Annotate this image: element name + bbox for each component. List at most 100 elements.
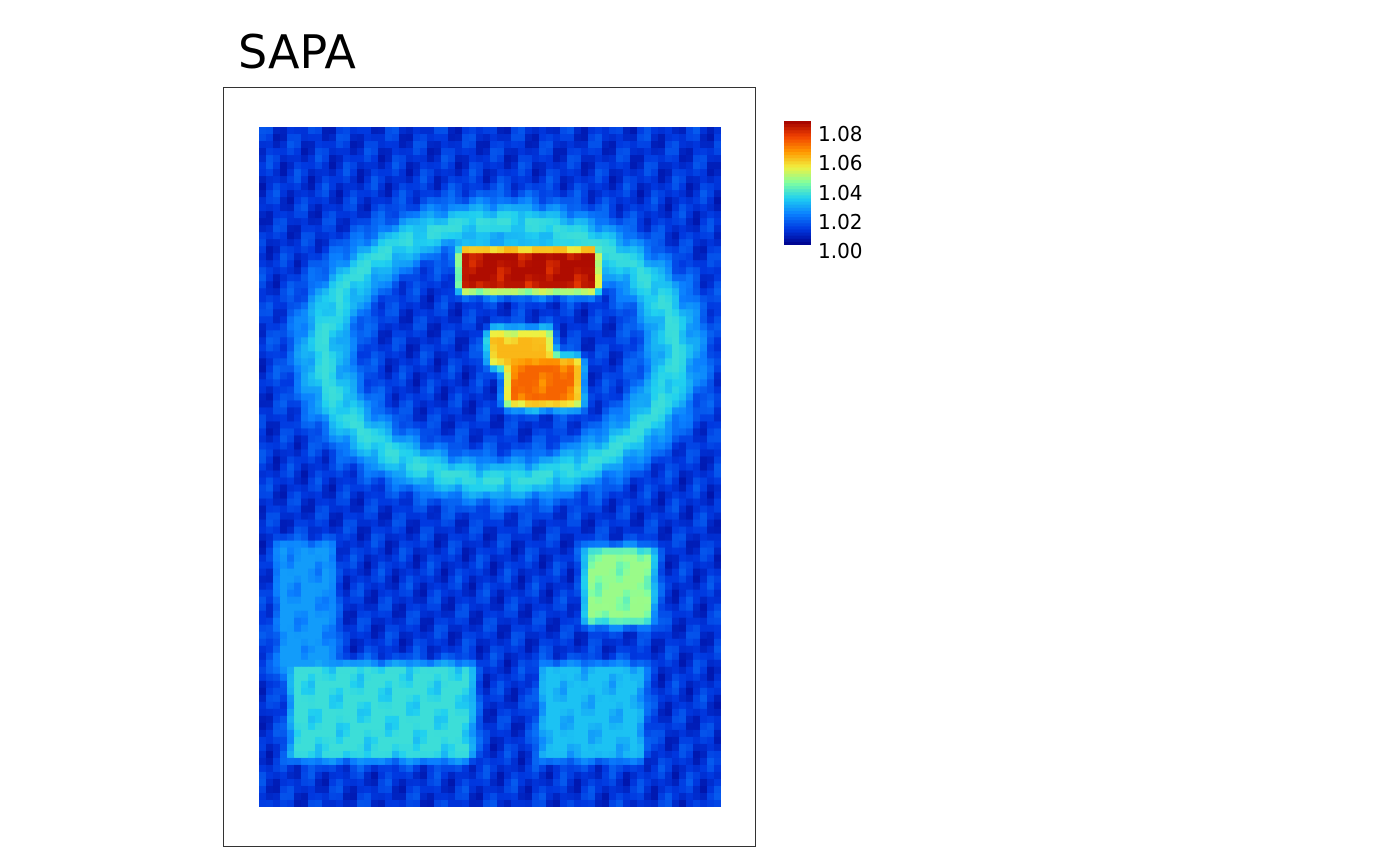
heatmap-cell <box>511 379 519 387</box>
heatmap-cell <box>343 498 351 507</box>
heatmap-cell <box>504 456 512 465</box>
heatmap-cell <box>672 477 680 486</box>
heatmap-cell <box>336 491 344 500</box>
heatmap-cell <box>504 386 512 394</box>
heatmap-cell <box>483 449 491 458</box>
heatmap-cell <box>651 603 659 612</box>
heatmap-cell <box>518 232 526 240</box>
heatmap-cell <box>693 393 701 401</box>
heatmap-cell <box>273 498 281 507</box>
heatmap-cell <box>567 127 575 135</box>
heatmap-cell <box>616 491 624 500</box>
heatmap-cell <box>413 407 421 416</box>
heatmap-cell <box>686 344 694 352</box>
heatmap-cell <box>315 176 323 184</box>
heatmap-cell <box>518 309 526 317</box>
heatmap-cell <box>273 134 281 142</box>
heatmap-cell <box>665 533 673 542</box>
heatmap-cell <box>420 414 428 423</box>
heatmap-cell <box>476 603 484 612</box>
heatmap-cell <box>553 561 561 570</box>
heatmap-cell <box>511 288 519 296</box>
heatmap-cell <box>294 470 302 479</box>
heatmap-cell <box>385 477 393 486</box>
heatmap-cell <box>672 582 680 591</box>
heatmap-cell <box>686 645 694 654</box>
heatmap-cell <box>623 554 631 563</box>
heatmap-cell <box>273 589 281 598</box>
heatmap-cell <box>294 316 302 324</box>
heatmap-cell <box>434 554 442 563</box>
heatmap-cell <box>714 155 721 163</box>
heatmap-cell <box>420 267 428 275</box>
heatmap-cell <box>497 155 505 163</box>
heatmap-cell <box>294 421 302 430</box>
heatmap-cell <box>434 631 442 640</box>
heatmap-cell <box>637 617 645 626</box>
heatmap-cell <box>539 540 547 549</box>
heatmap-cell <box>588 218 596 226</box>
heatmap-cell <box>413 344 421 352</box>
heatmap-cell <box>686 351 694 359</box>
heatmap-cell <box>532 652 540 661</box>
heatmap-cell <box>567 295 575 303</box>
heatmap-cell <box>665 435 673 444</box>
heatmap-cell <box>714 617 721 626</box>
heatmap-cell <box>371 323 379 331</box>
heatmap-cell <box>280 428 288 437</box>
heatmap-cell <box>497 407 505 416</box>
heatmap-cell <box>350 638 358 647</box>
heatmap-cell <box>259 407 267 416</box>
heatmap-cell <box>546 232 554 240</box>
heatmap-cell <box>574 127 582 135</box>
heatmap-cell <box>518 141 526 149</box>
heatmap-cell <box>511 554 519 563</box>
heatmap-cell <box>504 260 512 268</box>
heatmap-cell <box>679 505 687 514</box>
heatmap-cell <box>301 519 309 528</box>
heatmap-cell <box>686 365 694 373</box>
heatmap-cell <box>651 295 659 303</box>
heatmap-cell <box>700 162 708 170</box>
heatmap-cell <box>525 575 533 584</box>
heatmap-cell <box>336 169 344 177</box>
heatmap-cell <box>322 127 330 135</box>
heatmap-cell <box>504 295 512 303</box>
heatmap-cell <box>413 204 421 212</box>
heatmap-cell <box>700 428 708 437</box>
heatmap-cell <box>441 407 449 416</box>
heatmap-cell <box>343 561 351 570</box>
heatmap-cell <box>434 610 442 619</box>
heatmap-cell <box>364 617 372 626</box>
heatmap-cell <box>455 533 463 542</box>
heatmap-cell <box>714 344 721 352</box>
heatmap-cell <box>630 344 638 352</box>
heatmap-cell <box>266 134 274 142</box>
heatmap-cell <box>490 218 498 226</box>
heatmap-cell <box>532 645 540 654</box>
heatmap-cell <box>462 484 470 493</box>
heatmap-cell <box>371 617 379 626</box>
heatmap-cell <box>567 428 575 437</box>
heatmap-cell <box>420 617 428 626</box>
heatmap-cell <box>483 652 491 661</box>
heatmap-cell <box>637 260 645 268</box>
heatmap-cell <box>497 190 505 198</box>
heatmap-cell <box>700 323 708 331</box>
heatmap-cell <box>455 323 463 331</box>
heatmap-cell <box>665 519 673 528</box>
heatmap-cell <box>399 330 407 338</box>
heatmap-cell <box>546 260 554 268</box>
heatmap-cell <box>651 204 659 212</box>
heatmap-cell <box>266 449 274 458</box>
heatmap-cell <box>623 155 631 163</box>
heatmap-cell <box>707 470 715 479</box>
heatmap-cell <box>525 211 533 219</box>
heatmap-cell <box>616 218 624 226</box>
heatmap-cell <box>455 512 463 521</box>
heatmap-cell <box>441 365 449 373</box>
heatmap-cell <box>322 239 330 247</box>
heatmap-cell <box>427 302 435 310</box>
heatmap-cell <box>567 547 575 556</box>
heatmap-cell <box>294 652 302 661</box>
